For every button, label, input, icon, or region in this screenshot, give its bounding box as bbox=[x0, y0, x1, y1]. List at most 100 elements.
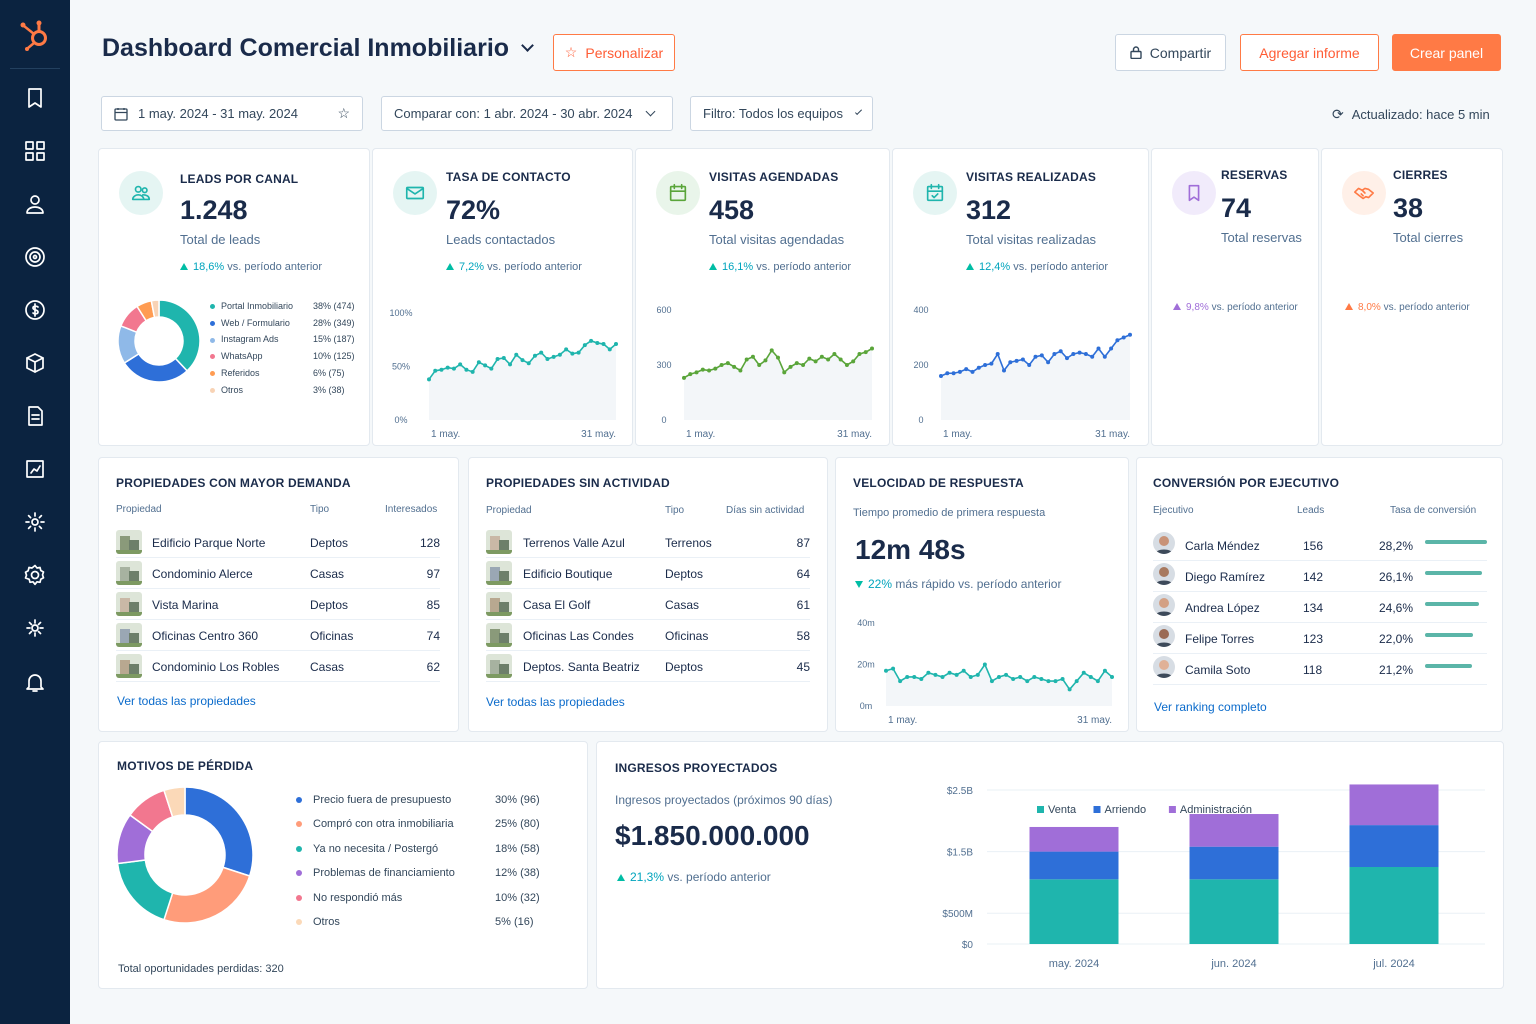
contacts-icon[interactable] bbox=[23, 192, 47, 216]
data-point bbox=[1011, 677, 1016, 682]
legend-swatch bbox=[1093, 806, 1101, 813]
column-header: Leads bbox=[1297, 505, 1325, 516]
property-type: Deptos bbox=[310, 536, 349, 550]
table-row[interactable]: Oficinas Las Condes Oficinas 58 bbox=[486, 620, 810, 651]
document-icon[interactable] bbox=[23, 404, 47, 428]
x-tick-label: 1 may. bbox=[431, 429, 460, 439]
kpi-subtitle: Total reservas bbox=[1221, 230, 1302, 245]
data-point bbox=[1065, 356, 1069, 361]
data-point bbox=[501, 355, 506, 360]
data-point bbox=[526, 361, 531, 366]
completed-visits-line-chart: 400 200 0 1 may. 31 may. bbox=[913, 305, 1132, 439]
conversion-bar bbox=[1425, 571, 1482, 575]
compare-dropdown[interactable]: Comparar con: 1 abr. 2024 - 30 abr. 2024 bbox=[381, 96, 673, 131]
data-point bbox=[725, 361, 730, 366]
legend-dot bbox=[296, 894, 302, 901]
table-row[interactable]: Casa El Golf Casas 61 bbox=[486, 589, 810, 620]
property-thumbnail bbox=[116, 561, 142, 585]
legend-label: Arriendo bbox=[1105, 804, 1147, 816]
view-ranking-link[interactable]: Ver ranking completo bbox=[1154, 700, 1267, 714]
x-tick-label: 1 may. bbox=[686, 429, 715, 439]
team-filter-dropdown[interactable]: Filtro: Todos los equipos bbox=[690, 96, 873, 131]
data-point bbox=[1067, 687, 1072, 692]
data-point bbox=[769, 348, 774, 353]
personalize-button[interactable]: ☆ Personalizar bbox=[553, 34, 675, 71]
chevron-down-icon[interactable] bbox=[521, 39, 534, 52]
share-button[interactable]: Compartir bbox=[1115, 34, 1226, 71]
conversion-bar bbox=[1425, 664, 1472, 668]
data-point bbox=[968, 674, 973, 679]
refresh-icon[interactable]: ⟳ bbox=[1332, 106, 1344, 122]
bar-segment bbox=[1349, 867, 1439, 944]
table-row[interactable]: Camila Soto 118 21,2% bbox=[1153, 654, 1487, 685]
data-point bbox=[719, 363, 724, 367]
star-icon[interactable]: ☆ bbox=[337, 105, 350, 121]
data-point bbox=[995, 352, 1000, 356]
updated-status[interactable]: ⟳ Actualizado: hace 5 min bbox=[1332, 106, 1490, 122]
data-point bbox=[1004, 672, 1009, 677]
view-all-properties-link[interactable]: Ver todas las propiedades bbox=[117, 694, 256, 708]
legend-item: Compró con otra inmobiliaria bbox=[296, 818, 454, 830]
table-row[interactable]: Edificio Boutique Deptos 64 bbox=[486, 558, 810, 589]
bar-segment bbox=[1029, 826, 1119, 852]
target-icon[interactable] bbox=[23, 245, 47, 269]
table-row[interactable]: Carla Méndez 156 28,2% bbox=[1153, 530, 1487, 561]
legend-item: Portal Inmobiliario bbox=[210, 301, 293, 311]
date-range-picker[interactable]: 1 may. 2024 - 31 may. 2024 ☆ bbox=[101, 96, 363, 131]
table-row[interactable]: Vista Marina Deptos 85 bbox=[116, 589, 440, 620]
table-row[interactable]: Condominio Los Robles Casas 62 bbox=[116, 651, 440, 682]
legend-dot bbox=[296, 821, 302, 828]
revenue-value: $1.850.000.000 bbox=[615, 820, 810, 851]
data-point bbox=[576, 350, 581, 355]
data-point bbox=[926, 670, 931, 675]
bell-icon[interactable] bbox=[23, 670, 47, 694]
report-icon[interactable] bbox=[23, 457, 47, 481]
data-point bbox=[1071, 352, 1076, 356]
section-title: MOTIVOS DE PÉRDIDA bbox=[117, 759, 254, 773]
data-point bbox=[819, 354, 824, 359]
data-point bbox=[1121, 335, 1126, 340]
legend-label: Administración bbox=[1180, 804, 1252, 816]
response-speed-card: VELOCIDAD DE RESPUESTA Tiempo promedio d… bbox=[835, 457, 1129, 732]
legend-value: 38% (474) bbox=[313, 301, 355, 311]
table-row[interactable]: Edificio Parque Norte Deptos 128 bbox=[116, 527, 440, 558]
property-value: 97 bbox=[426, 567, 440, 581]
gear-icon[interactable] bbox=[23, 563, 47, 587]
data-point bbox=[1039, 353, 1044, 358]
view-all-properties-link[interactable]: Ver todas las propiedades bbox=[486, 695, 625, 709]
integrations-icon[interactable] bbox=[23, 616, 47, 640]
table-row[interactable]: Felipe Torres 123 22,0% bbox=[1153, 623, 1487, 654]
hubspot-logo[interactable] bbox=[18, 18, 52, 52]
table-row[interactable]: Condominio Alerce Casas 97 bbox=[116, 558, 440, 589]
table-row[interactable]: Deptos. Santa Beatriz Deptos 45 bbox=[486, 651, 810, 682]
dashboard-icon[interactable] bbox=[23, 139, 47, 163]
lock-icon bbox=[1130, 46, 1142, 59]
table-row[interactable]: Diego Ramírez 142 26,1% bbox=[1153, 561, 1487, 592]
page-title[interactable]: Dashboard Comercial Inmobiliario bbox=[102, 34, 534, 63]
kpi-trend: 12,4% vs. período anterior bbox=[966, 261, 1108, 273]
dollar-icon[interactable] bbox=[23, 298, 47, 322]
bookmark-icon[interactable] bbox=[23, 86, 47, 110]
property-type: Deptos bbox=[665, 660, 704, 674]
legend-value: 18% (58) bbox=[495, 842, 540, 855]
data-point bbox=[1014, 358, 1019, 363]
settings-gear-icon[interactable] bbox=[23, 510, 47, 534]
table-row[interactable]: Andrea López 134 24,6% bbox=[1153, 592, 1487, 623]
property-type: Deptos bbox=[310, 598, 349, 612]
data-point bbox=[470, 369, 475, 374]
chevron-down-icon bbox=[854, 107, 863, 116]
main-content: Dashboard Comercial Inmobiliario ☆ Person… bbox=[70, 0, 1536, 1024]
table-row[interactable]: Oficinas Centro 360 Oficinas 74 bbox=[116, 620, 440, 651]
table-row[interactable]: Terrenos Valle Azul Terrenos 87 bbox=[486, 527, 810, 558]
data-point bbox=[427, 377, 431, 382]
legend-value: 10% (125) bbox=[313, 351, 355, 362]
create-panel-button[interactable]: Crear panel bbox=[1392, 34, 1501, 71]
y-tick-label: 50% bbox=[392, 362, 410, 372]
legend-swatch bbox=[1037, 806, 1044, 813]
response-value: 12m 48s bbox=[855, 534, 966, 565]
legend-dot bbox=[210, 304, 215, 310]
y-tick-label: $0 bbox=[962, 940, 974, 951]
data-point bbox=[1018, 674, 1023, 679]
box-icon[interactable] bbox=[23, 351, 47, 375]
add-report-button[interactable]: Agregar informe bbox=[1240, 34, 1379, 71]
